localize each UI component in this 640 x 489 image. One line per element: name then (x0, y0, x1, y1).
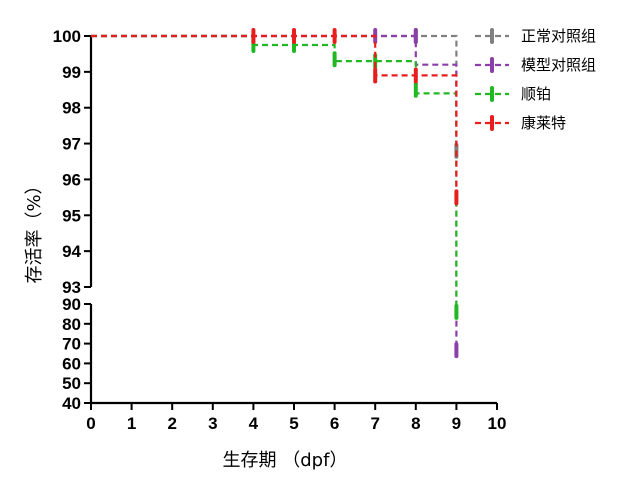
legend-label: 正常对照组 (521, 27, 596, 45)
legend-item: 正常对照组 (475, 27, 596, 45)
y-tick-label: 40 (62, 394, 81, 413)
x-axis-title: 生存期 （dpf） (223, 450, 348, 471)
y-tick-label: 99 (62, 63, 81, 82)
x-tick-label: 0 (86, 414, 95, 433)
y-tick-label: 98 (62, 99, 81, 118)
x-tick-label: 9 (452, 414, 461, 433)
series-0 (91, 28, 459, 159)
y-tick-label: 60 (62, 354, 81, 373)
y-tick-label: 90 (62, 295, 81, 314)
y-tick-label: 97 (62, 135, 81, 154)
x-tick-label: 3 (208, 414, 217, 433)
legend-label: 康莱特 (521, 114, 566, 132)
x-tick-label: 5 (289, 414, 298, 433)
series-3 (91, 28, 459, 206)
series-2 (91, 34, 459, 320)
x-tick-label: 4 (249, 414, 259, 433)
y-tick-label: 50 (62, 374, 81, 393)
x-tick-label: 8 (411, 414, 420, 433)
y-tick-label: 93 (62, 278, 81, 297)
series-1 (91, 28, 459, 359)
x-tick-label: 2 (167, 414, 176, 433)
series-line (91, 34, 458, 351)
y-tick-label: 80 (62, 315, 81, 334)
series-layer (91, 28, 459, 359)
y-tick-label: 70 (62, 335, 81, 354)
legend-item: 康莱特 (475, 114, 566, 132)
x-tick-label: 1 (127, 414, 136, 433)
legend-item: 模型对照组 (475, 56, 596, 74)
legend-label: 顺铂 (521, 85, 551, 103)
y-tick-label: 95 (62, 206, 81, 225)
y-tick-label: 96 (62, 170, 81, 189)
x-tick-label: 10 (488, 414, 507, 433)
legend-item: 顺铂 (475, 85, 551, 103)
y-tick-label: 100 (53, 27, 81, 46)
legend-label: 模型对照组 (521, 56, 596, 74)
y-axis-title: 存活率（%） (24, 176, 45, 283)
x-tick-label: 6 (330, 414, 339, 433)
x-tick-label: 7 (370, 414, 379, 433)
y-tick-label: 94 (62, 242, 81, 261)
series-line (91, 34, 458, 312)
series-line (91, 34, 458, 151)
